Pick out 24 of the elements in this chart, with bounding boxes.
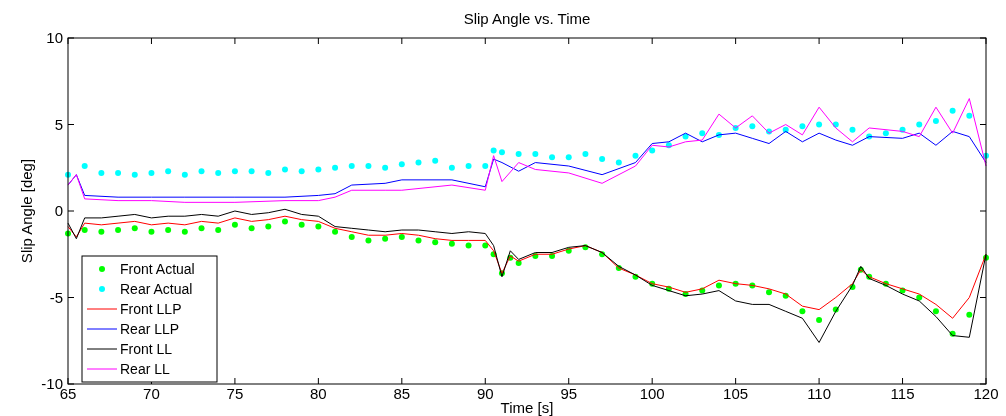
x-tick-label: 75 xyxy=(226,385,244,402)
legend-label: Rear LL xyxy=(120,361,171,377)
x-tick-label: 70 xyxy=(143,385,160,402)
x-tick-label: 95 xyxy=(560,385,578,402)
legend-label: Rear Actual xyxy=(120,281,193,297)
y-tick-label: 10 xyxy=(46,29,63,46)
x-tick-label: 100 xyxy=(639,385,665,402)
x-tick-label: 85 xyxy=(393,385,411,402)
x-tick-label: 120 xyxy=(973,385,999,402)
legend-label: Rear LLP xyxy=(120,321,180,337)
legend-label: Front LL xyxy=(120,341,173,357)
x-tick-label: 115 xyxy=(890,385,915,402)
x-tick-label: 90 xyxy=(476,385,494,402)
y-tick-label: 0 xyxy=(54,202,63,219)
x-tick-label: 110 xyxy=(807,385,832,402)
chart-title: Slip Angle vs. Time xyxy=(463,10,591,27)
x-tick-label: 105 xyxy=(723,385,749,402)
x-axis-title: Time [s] xyxy=(500,399,554,416)
y-tick-label: 5 xyxy=(54,115,63,133)
legend-label: Front Actual xyxy=(120,261,195,277)
y-axis-title: Slip Angle [deg] xyxy=(18,158,35,264)
x-tick-label: 80 xyxy=(310,385,327,402)
y-tick-label: -5 xyxy=(49,288,63,306)
legend-label: Front LLP xyxy=(120,301,182,317)
